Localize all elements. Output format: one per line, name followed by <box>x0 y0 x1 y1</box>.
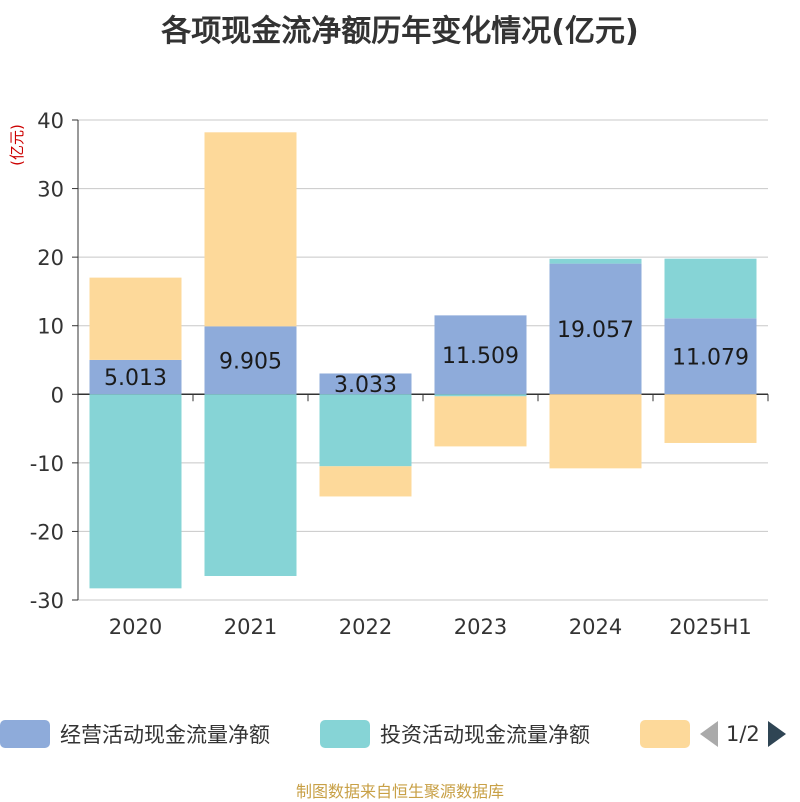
legend-swatch-operating <box>0 720 50 748</box>
legend-swatch-investing <box>320 720 370 748</box>
data-label-2023: 11.509 <box>442 344 519 369</box>
legend-prev-arrow-icon[interactable] <box>700 721 718 747</box>
bar-series0-2023 <box>434 315 527 395</box>
bar-series1-2024 <box>549 258 642 264</box>
bar-series0-2024 <box>549 263 642 395</box>
legend-item-operating[interactable]: 经营活动现金流量净额 <box>0 714 270 754</box>
source-note: 制图数据来自恒生聚源数据库 <box>295 782 504 801</box>
x-category-label: 2020 <box>109 615 162 639</box>
legend-label-operating: 经营活动现金流量净额 <box>60 723 270 747</box>
bar-series1-2025H1 <box>664 258 757 319</box>
data-label-2024: 19.057 <box>557 318 634 343</box>
y-tick-label: 0 <box>51 383 64 407</box>
y-tick-label: 10 <box>37 315 64 339</box>
bar-series1-2021 <box>204 394 297 576</box>
x-category-label: 2022 <box>339 615 392 639</box>
bar-series2-2024 <box>549 394 642 469</box>
y-tick-label: 30 <box>37 178 64 202</box>
bar-series0-2025H1 <box>664 318 757 395</box>
bar-series2-2020 <box>89 277 182 360</box>
y-tick-label: -30 <box>30 589 64 613</box>
legend-item-third[interactable] <box>640 714 690 754</box>
bar-series2-2022 <box>319 466 412 497</box>
chart-title: 各项现金流净额历年变化情况(亿元) <box>161 14 639 49</box>
x-category-label: 2021 <box>224 615 277 639</box>
bar-series0-2020 <box>89 359 182 395</box>
bar-series1-2022 <box>319 394 412 467</box>
data-label-2022: 3.033 <box>334 373 397 398</box>
bar-series1-2023 <box>434 394 527 397</box>
legend-label-investing: 投资活动现金流量净额 <box>380 723 590 747</box>
bar-series1-2020 <box>89 394 182 589</box>
legend: 经营活动现金流量净额 投资活动现金流量净额 1/2 <box>0 714 800 754</box>
bar-series0-2021 <box>204 326 297 395</box>
data-label-2020: 5.013 <box>104 366 167 391</box>
legend-page-indicator: 1/2 <box>726 722 760 746</box>
y-axis-unit-label: (亿元) <box>8 124 26 166</box>
bar-series0-2022 <box>319 373 412 395</box>
y-tick-label: 40 <box>37 109 64 133</box>
data-label-2021: 9.905 <box>219 349 282 374</box>
y-tick-label: -20 <box>30 520 64 544</box>
legend-next-arrow-icon[interactable] <box>767 721 786 747</box>
data-label-2025H1: 11.079 <box>672 345 749 370</box>
bar-series2-2025H1 <box>664 394 757 443</box>
bar-series2-2023 <box>434 396 527 447</box>
legend-swatch-third <box>640 720 690 748</box>
y-tick-label: -10 <box>30 452 64 476</box>
x-category-label: 2023 <box>454 615 507 639</box>
bar-series2-2021 <box>204 132 297 327</box>
legend-pager: 1/2 <box>700 714 786 754</box>
chart-area: 40 30 20 10 0 -10 -20 -30 (亿元) 5.013 9.905 3.033 11.… <box>8 109 769 639</box>
x-category-label: 2024 <box>569 615 622 639</box>
y-tick-label: 20 <box>37 246 64 270</box>
x-category-label: 2025H1 <box>669 615 752 639</box>
legend-item-investing[interactable]: 投资活动现金流量净额 <box>320 714 590 754</box>
